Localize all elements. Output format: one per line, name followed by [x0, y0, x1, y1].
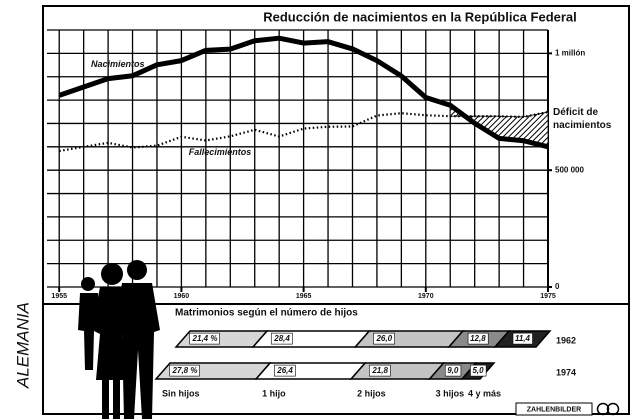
bar-segment — [256, 363, 365, 379]
legend-label: 4 y más — [468, 388, 501, 398]
legend-label: 1 hijo — [262, 388, 286, 398]
row-label: 1974 — [556, 367, 576, 377]
x-tick-label: 1970 — [418, 293, 434, 300]
value-label: 11,4 — [515, 334, 531, 343]
value-label: 26,4 — [276, 366, 293, 375]
chart: Matrimonios según el número de hijos ALE… — [0, 0, 636, 419]
logo: ZAHLENBILDER — [527, 406, 581, 413]
series-label: Fallecimientos — [189, 147, 252, 157]
bar-segment — [351, 363, 443, 379]
y-tick-label: 500 000 — [555, 165, 584, 174]
y-tick-label: 0 — [555, 282, 560, 291]
x-tick-label: 1960 — [174, 293, 190, 300]
side-label: ALEMANIA — [13, 302, 32, 389]
chart-title: Reducción de nacimientos en la República… — [263, 9, 577, 24]
value-label: 12,8 — [470, 334, 486, 343]
value-label: 21,4 % — [192, 334, 218, 343]
legend-label: Sin hijos — [162, 388, 200, 398]
row-label: 1962 — [556, 335, 576, 345]
x-tick-label: 1955 — [51, 293, 67, 300]
value-label: 27,8 % — [172, 366, 198, 375]
legend-label: 3 hijos — [436, 388, 465, 398]
value-label: 5,0 — [472, 366, 484, 375]
subtitle: Matrimonios según el número de hijos — [175, 308, 358, 319]
legend-label: 2 hijos — [357, 388, 386, 398]
annotation: Déficit de nacimientos — [553, 106, 633, 132]
bar-segment — [253, 331, 369, 347]
bar-segment — [355, 331, 463, 347]
page: { "chart_data": [ { "type": "line", "tit… — [0, 0, 636, 419]
value-label: 26,0 — [375, 334, 392, 343]
value-label: 28,4 — [273, 334, 290, 343]
value-label: 21,8 — [371, 366, 388, 375]
family-silhouette — [78, 260, 160, 419]
x-tick-label: 1975 — [540, 293, 556, 300]
x-tick-label: 1965 — [296, 293, 312, 300]
y-tick-label: 1 millón — [555, 48, 585, 57]
series-label: Nacimientos — [91, 59, 145, 69]
value-label: 9,0 — [447, 366, 459, 375]
